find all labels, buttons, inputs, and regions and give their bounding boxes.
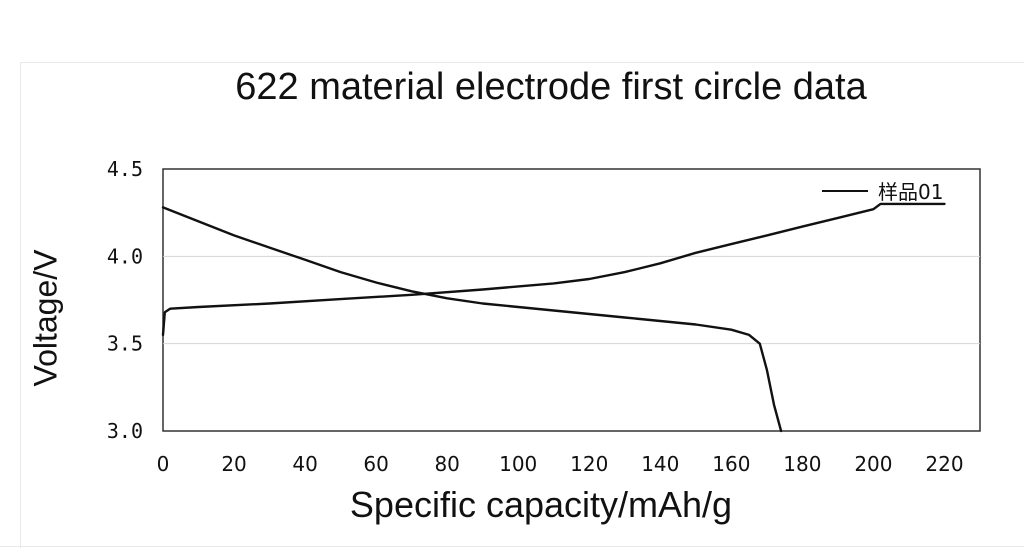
y-tick-label: 3.5 xyxy=(107,332,143,356)
frame-line-top xyxy=(20,62,1024,63)
x-tick-label: 100 xyxy=(499,452,537,476)
y-tick-label: 4.0 xyxy=(107,244,143,268)
y-tick-label: 3.0 xyxy=(107,419,143,443)
series-line-discharge xyxy=(161,206,783,433)
y-tick-label: 4.5 xyxy=(107,157,143,181)
x-tick-label: 140 xyxy=(641,452,679,476)
frame-line-left xyxy=(20,62,21,548)
chart-title: 622 material electrode first circle data xyxy=(235,66,867,108)
x-tick-label: 40 xyxy=(292,452,317,476)
x-tick-label: 180 xyxy=(783,452,821,476)
x-tick-label: 80 xyxy=(434,452,459,476)
x-axis-label: Specific capacity/mAh/g xyxy=(349,484,733,525)
series-line-charge xyxy=(161,202,946,337)
x-tick-label: 220 xyxy=(925,452,963,476)
x-tick-label: 120 xyxy=(570,452,608,476)
x-tick-label: 160 xyxy=(712,452,750,476)
x-tick-label: 200 xyxy=(854,452,892,476)
x-tick-label: 60 xyxy=(363,452,388,476)
x-tick-label: 20 xyxy=(221,452,246,476)
legend-entry: 样品01 xyxy=(878,180,943,204)
frame-line-bottom xyxy=(0,546,1024,547)
legend: 样品01 xyxy=(822,180,943,204)
plot-area xyxy=(162,168,981,432)
x-tick-label: 0 xyxy=(157,452,170,476)
